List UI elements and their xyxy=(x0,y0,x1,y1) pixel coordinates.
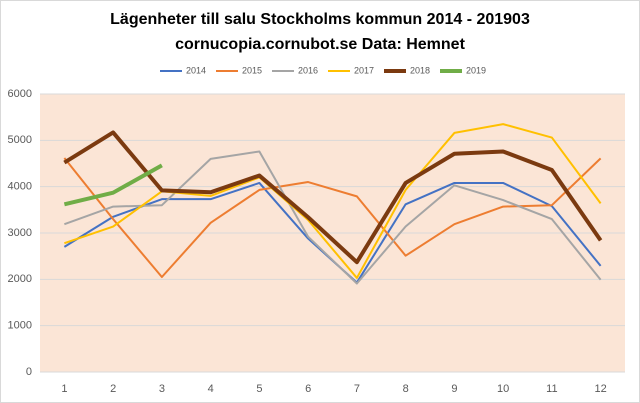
x-tick-label: 8 xyxy=(403,383,409,395)
x-tick-label: 10 xyxy=(497,383,509,395)
x-tick-label: 3 xyxy=(159,383,165,395)
series-line xyxy=(63,163,163,207)
series-line xyxy=(64,150,602,285)
x-tick-label: 12 xyxy=(595,383,607,395)
series-line xyxy=(63,157,602,279)
y-tick-label: 3000 xyxy=(8,227,32,239)
x-tick-label: 4 xyxy=(208,383,214,395)
y-tick-label: 5000 xyxy=(8,134,32,146)
legend-text: 2017 xyxy=(354,65,374,75)
x-tick-label: 7 xyxy=(354,383,360,395)
legend-text: 2015 xyxy=(242,65,262,75)
chart-subtitle: cornucopia.cornubot.se Data: Hemnet xyxy=(175,36,465,53)
y-tick-label: 1000 xyxy=(8,320,32,332)
x-tick-label: 9 xyxy=(451,383,457,395)
legend-text: 2014 xyxy=(186,65,206,75)
series-line xyxy=(64,123,602,279)
legend-text: 2018 xyxy=(410,65,430,75)
series-line xyxy=(63,130,603,265)
x-tick-label: 6 xyxy=(305,383,311,395)
x-tick-label: 11 xyxy=(546,383,557,395)
x-tick-label: 5 xyxy=(256,383,262,395)
chart-title: Lägenheter till salu Stockholms kommun 2… xyxy=(110,11,530,28)
x-tick-label: 1 xyxy=(61,383,67,395)
x-tick-label: 2 xyxy=(110,383,116,395)
y-tick-label: 6000 xyxy=(8,88,32,100)
legend-text: 2019 xyxy=(466,65,486,75)
y-tick-label: 2000 xyxy=(8,273,32,285)
y-tick-label: 4000 xyxy=(8,181,32,193)
legend-text: 2016 xyxy=(298,65,318,75)
y-tick-label: 0 xyxy=(26,366,32,378)
